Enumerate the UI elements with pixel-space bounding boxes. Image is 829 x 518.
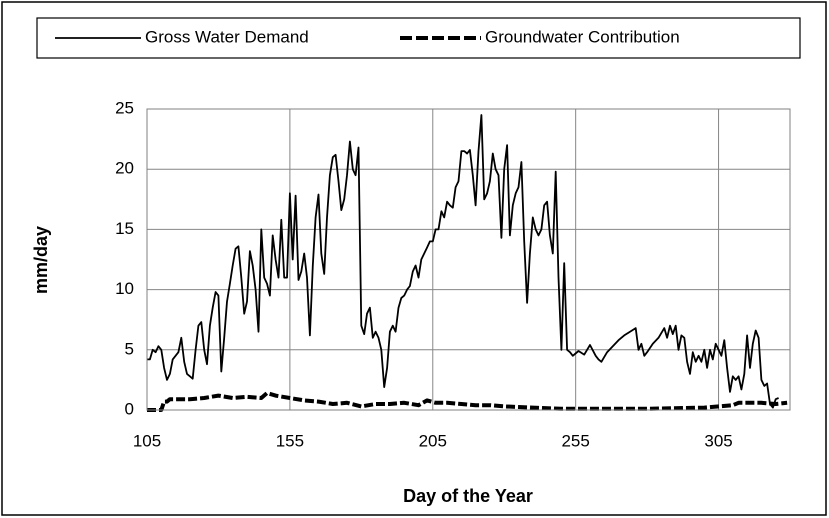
- x-tick-label: 205: [419, 431, 447, 450]
- x-tick-label: 105: [133, 431, 161, 450]
- y-axis-title: mm/day: [31, 226, 51, 294]
- y-tick-label: 5: [125, 339, 134, 358]
- y-tick-label: 10: [115, 279, 134, 298]
- x-tick-label: 255: [561, 431, 589, 450]
- series-line: [147, 391, 788, 412]
- legend: Gross Water Demand Groundwater Contributi…: [55, 27, 680, 46]
- y-tick-label: 25: [115, 98, 134, 117]
- legend-label: Gross Water Demand: [145, 27, 309, 46]
- x-tick-label: 305: [704, 431, 732, 450]
- legend-label: Groundwater Contribution: [485, 27, 680, 46]
- plot-lines: [147, 114, 788, 412]
- y-tick-label: 15: [115, 219, 134, 238]
- x-tick-label: 155: [276, 431, 304, 450]
- y-tick-label: 20: [115, 159, 134, 178]
- x-axis-title: Day of the Year: [403, 486, 533, 506]
- plot-frame: [146, 108, 791, 411]
- series-line: [147, 114, 779, 409]
- y-tick-label: 0: [125, 399, 134, 418]
- ticks: 0 5 10 15 20 25 105 155 205 255 305: [115, 98, 733, 450]
